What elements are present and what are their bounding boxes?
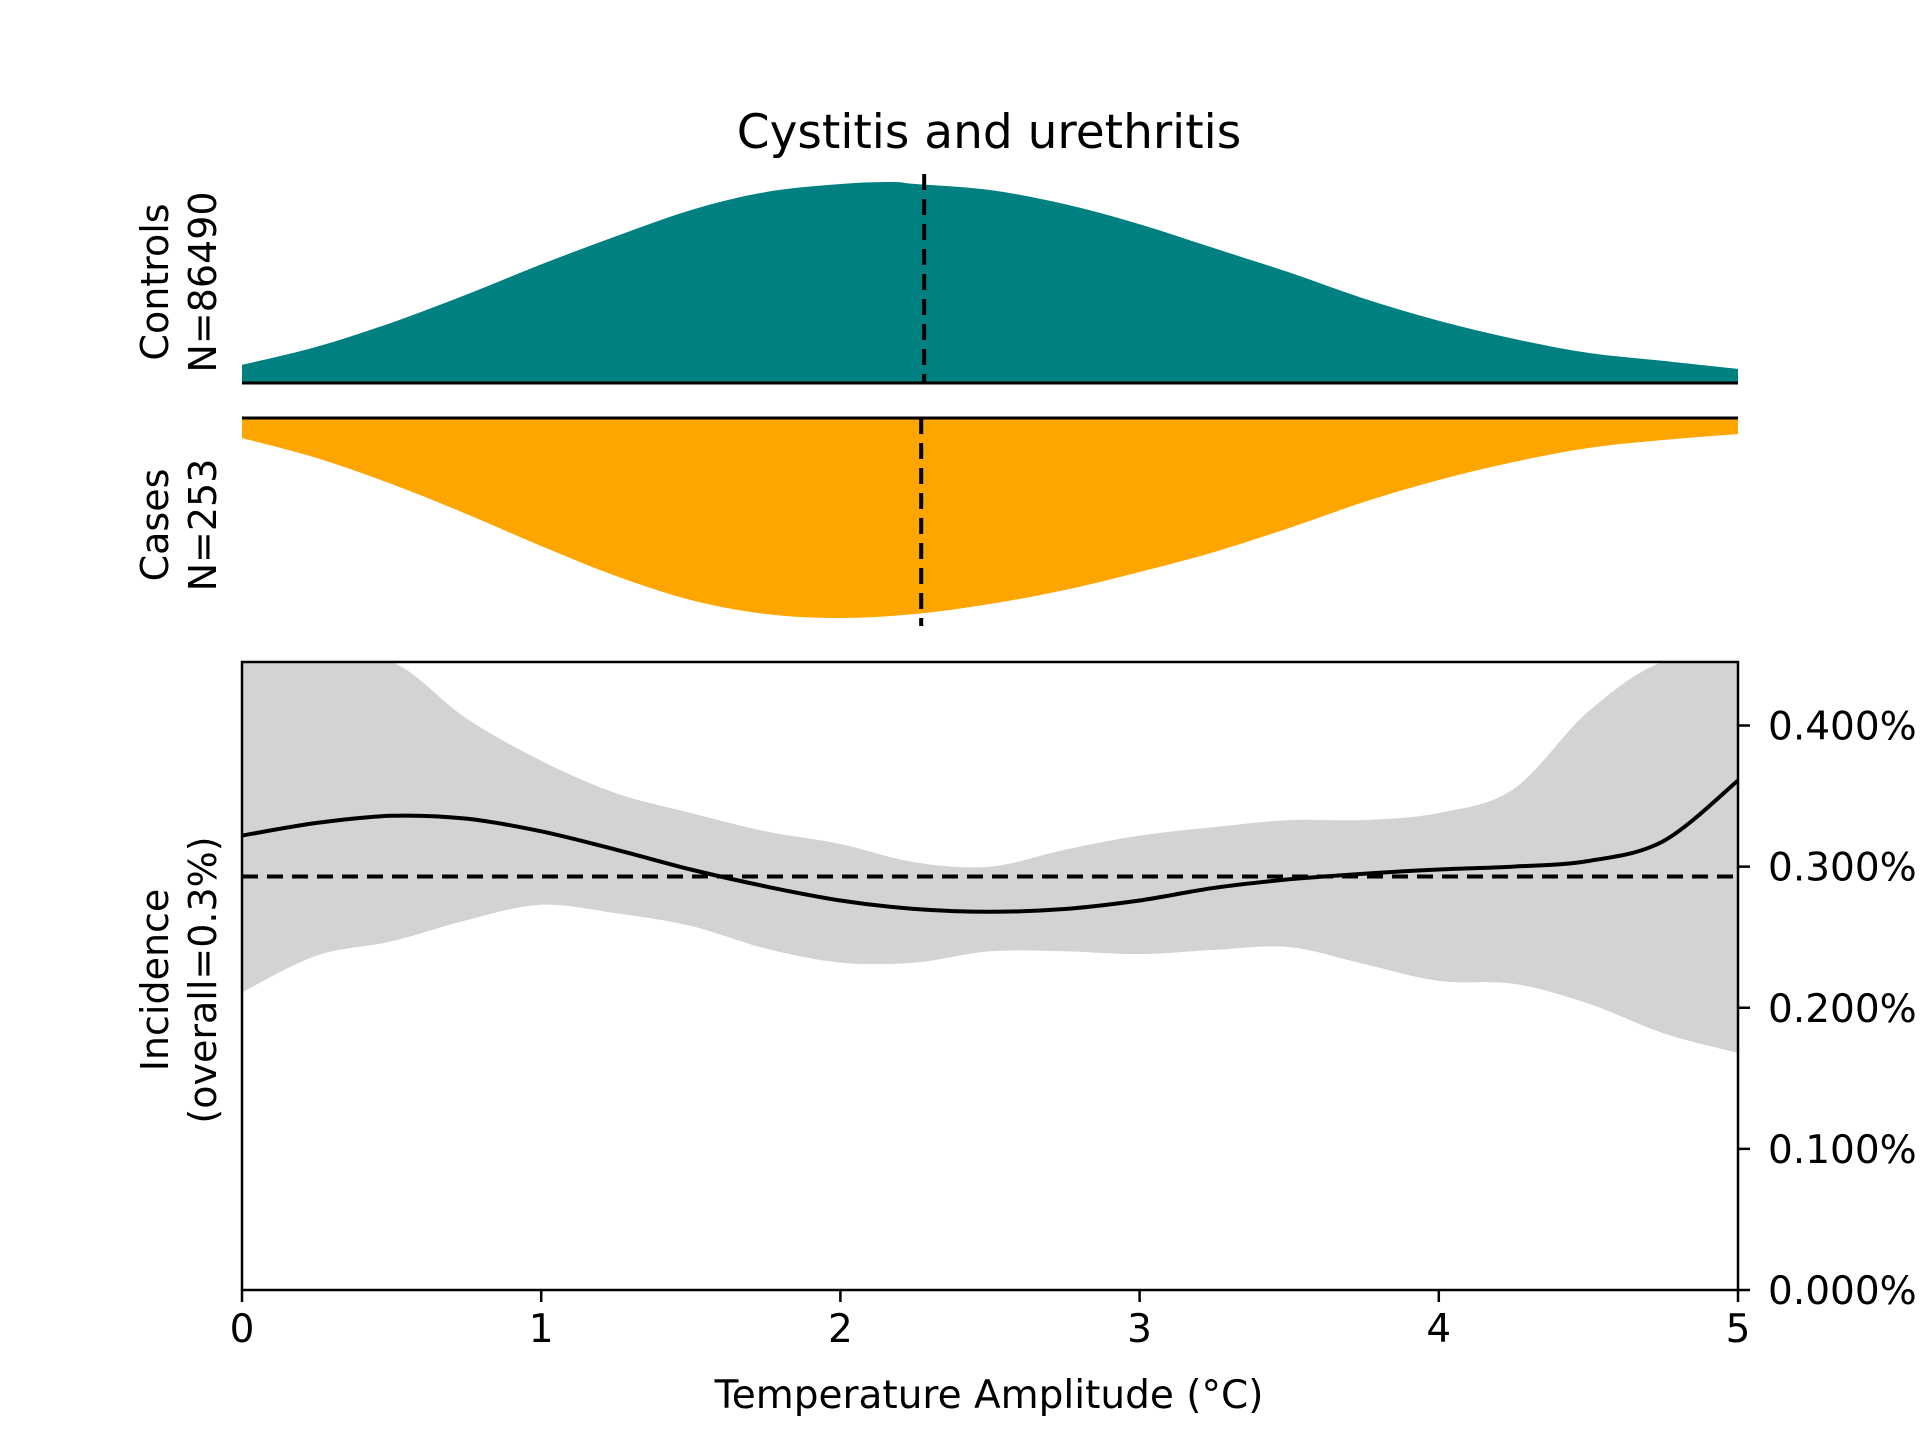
cases-label: Cases (133, 469, 177, 582)
controls-n-label: N=86490 (181, 191, 225, 372)
x-tick-label: 5 (1726, 1307, 1751, 1352)
y-tick-label: 0.100% (1768, 1128, 1917, 1173)
cases-density-area (242, 418, 1738, 618)
x-tick-label: 2 (828, 1307, 853, 1352)
incidence-confidence-band (242, 662, 1738, 1053)
controls-label: Controls (133, 203, 177, 360)
x-axis-label: Temperature Amplitude (°C) (714, 1373, 1264, 1418)
incidence-axis-label: Incidence (133, 889, 177, 1072)
plot-frame (240, 660, 1740, 1292)
chart-title: Cystitis and urethritis (737, 105, 1241, 160)
y-tick-label: 0.200% (1768, 987, 1917, 1032)
incidence-line (242, 778, 1738, 914)
cases-panel: Cases N=253 (133, 416, 1738, 626)
controls-panel: Controls N=86490 (133, 174, 1738, 385)
cases-n-label: N=253 (181, 459, 225, 592)
y-tick-label: 0.000% (1768, 1269, 1917, 1314)
x-tick-label: 4 (1426, 1307, 1451, 1352)
y-tick-label: 0.400% (1768, 705, 1917, 750)
incidence-panel: 0.000% 0.100% 0.200% 0.300% 0.400% 0 1 2 3 4 5 In… (133, 660, 1917, 1418)
x-axis-ticks: 0 1 2 3 4 5 (230, 1290, 1751, 1352)
y-axis-ticks: 0.000% 0.100% 0.200% 0.300% 0.400% (1738, 705, 1917, 1314)
x-tick-label: 1 (529, 1307, 554, 1352)
x-tick-label: 0 (230, 1307, 255, 1352)
y-tick-label: 0.300% (1768, 846, 1917, 891)
controls-density-area (242, 182, 1738, 383)
incidence-axis-sublabel: (overall=0.3%) (181, 836, 225, 1123)
x-tick-label: 3 (1127, 1307, 1152, 1352)
